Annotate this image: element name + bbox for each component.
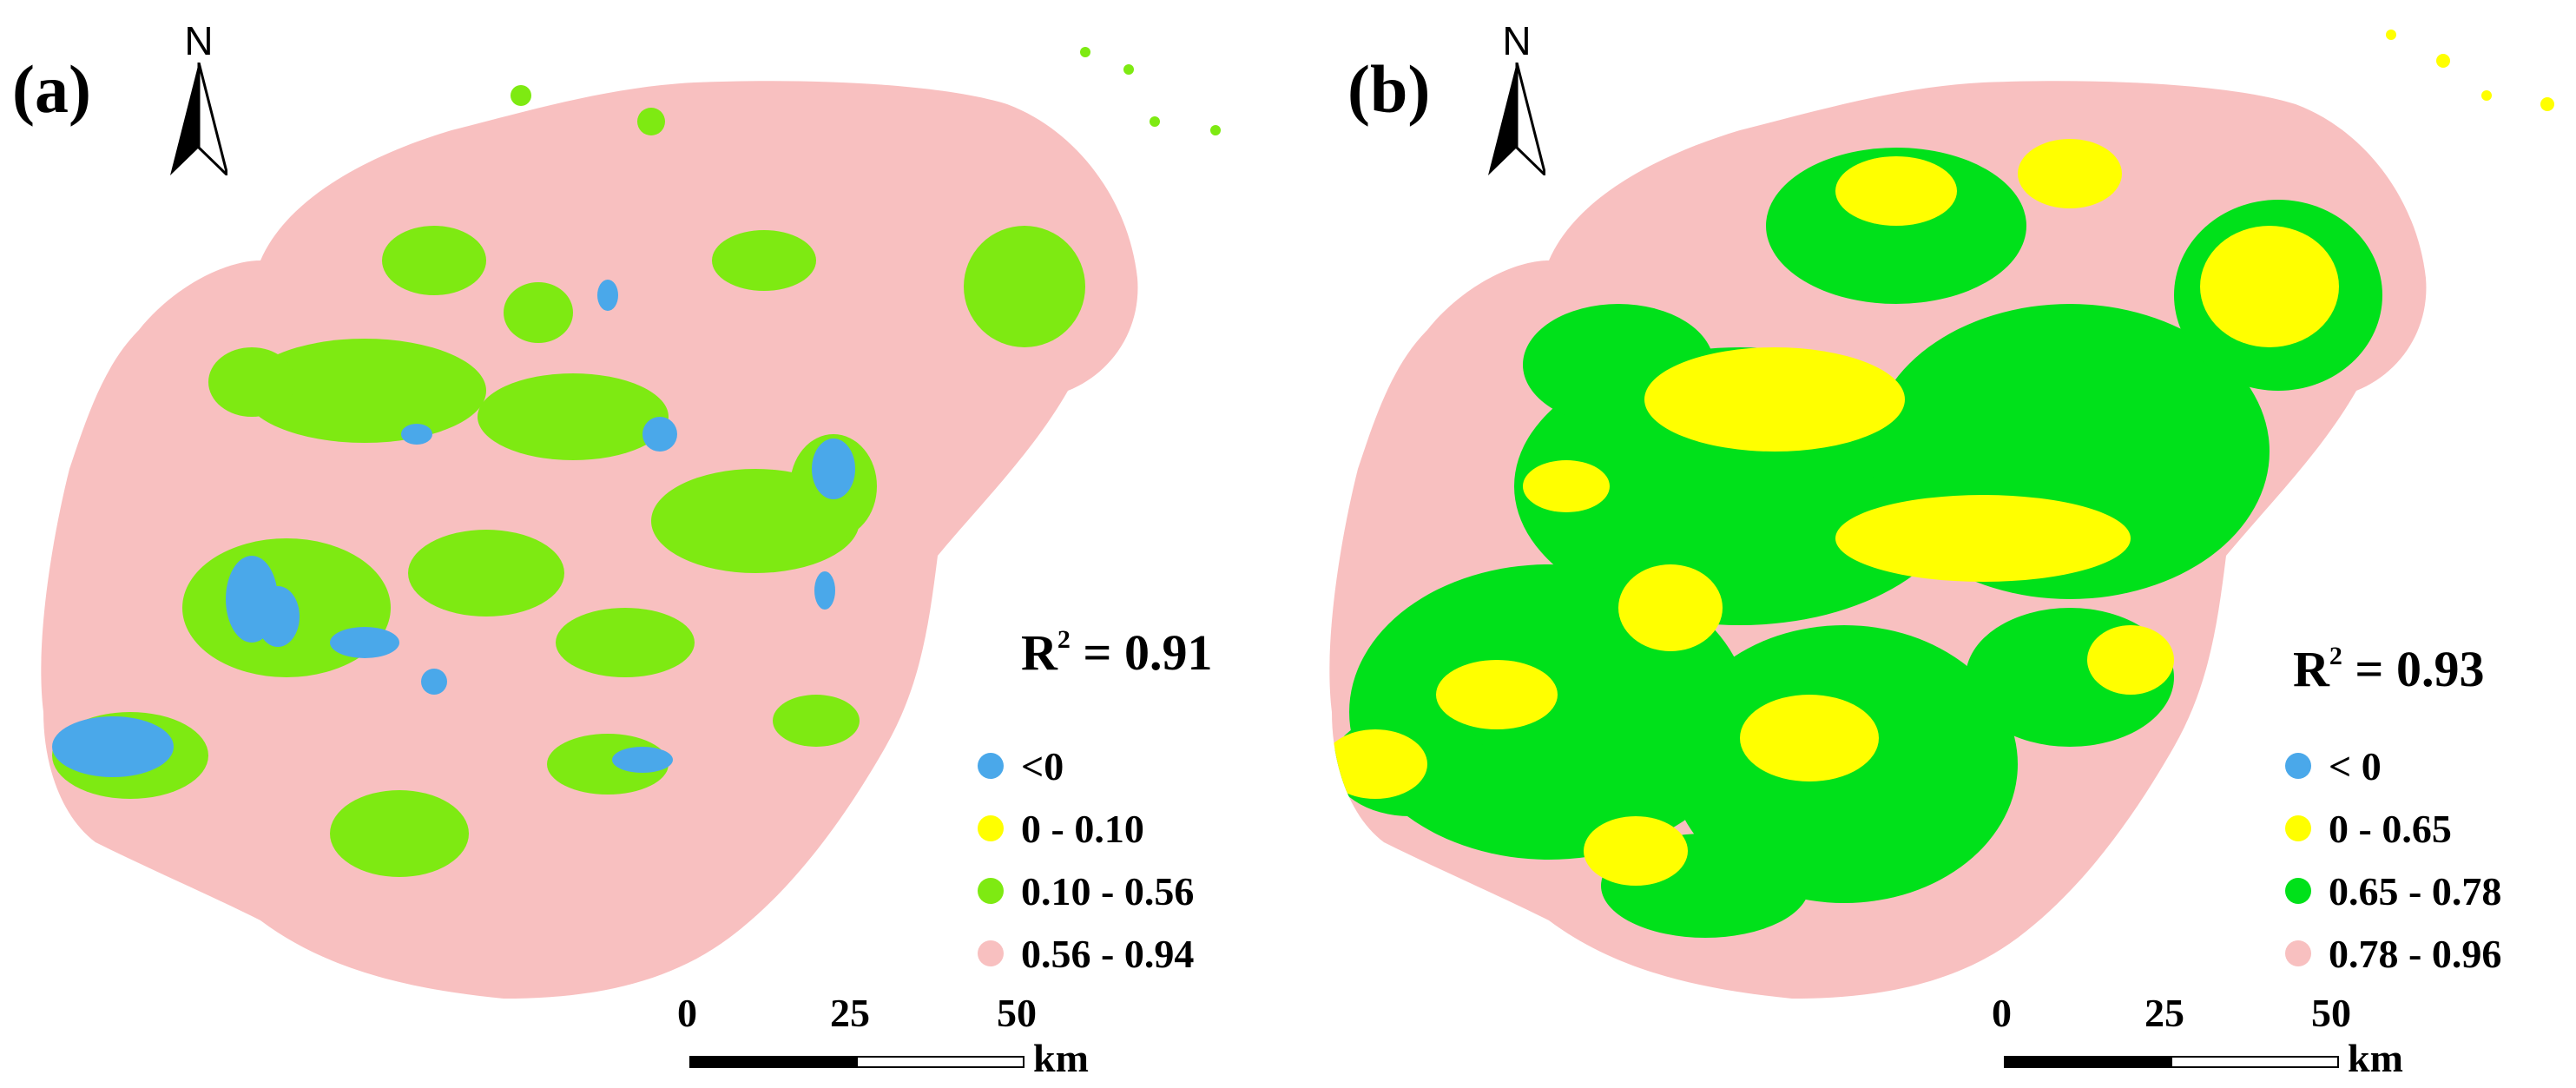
legend-item: <0 xyxy=(978,735,1194,797)
map-low-patches-b xyxy=(1329,139,2339,886)
legend-item: 0 - 0.65 xyxy=(2285,797,2501,860)
map-area-b xyxy=(1329,30,2554,999)
scale-bar: 0 25 50 km xyxy=(1992,990,2403,1085)
legend-label: 0.56 - 0.94 xyxy=(1021,931,1195,976)
legend-swatch xyxy=(2285,815,2311,841)
north-arrow: N xyxy=(160,17,238,182)
scale-segment-white xyxy=(2171,1056,2339,1068)
scale-tick-0: 0 xyxy=(677,991,697,1035)
map-mid-patches-a xyxy=(52,226,1085,877)
r-squared-symbol: R xyxy=(1021,624,1057,681)
legend-label: 0.65 - 0.78 xyxy=(2329,868,2502,913)
map-panel-a: (a) N R2 = 0.91 <0 0 - 0.10 0.10 - 0.56 … xyxy=(12,17,1221,1085)
legend-swatch xyxy=(978,815,1004,841)
scale-tick-25: 25 xyxy=(2144,991,2184,1035)
legend-label: <0 xyxy=(1021,743,1064,788)
legend-swatch xyxy=(2285,753,2311,779)
legend-label: 0.10 - 0.56 xyxy=(1021,868,1195,913)
legend-label: < 0 xyxy=(2329,743,2382,788)
scale-tick-50: 50 xyxy=(997,991,1037,1035)
legend-item: 0.65 - 0.78 xyxy=(2285,860,2501,922)
map-area-a xyxy=(41,47,1221,999)
legend: <0 0 - 0.10 0.10 - 0.56 0.56 - 0.94 xyxy=(978,735,1194,985)
north-arrow-icon xyxy=(1488,63,1545,175)
panel-label: (a) xyxy=(12,51,91,127)
scale-segment-white xyxy=(856,1056,1024,1068)
scale-tick-0: 0 xyxy=(1992,991,2012,1035)
scale-segment-black xyxy=(689,1056,858,1068)
r-squared-symbol: R xyxy=(2293,641,2329,697)
legend-item: 0.56 - 0.94 xyxy=(978,922,1194,985)
legend-swatch xyxy=(978,878,1004,904)
scale-tick-25: 25 xyxy=(830,991,870,1035)
legend-label: 0 - 0.65 xyxy=(2329,806,2452,851)
north-arrow-icon xyxy=(170,63,227,175)
scale-segment-black xyxy=(2004,1056,2172,1068)
r-squared-exponent: 2 xyxy=(1057,625,1071,654)
scale-unit: km xyxy=(2348,1036,2403,1080)
legend-swatch xyxy=(978,940,1004,966)
legend-item: 0 - 0.10 xyxy=(978,797,1194,860)
legend-label: 0 - 0.10 xyxy=(1021,806,1144,851)
scale-unit: km xyxy=(1033,1036,1089,1080)
r-squared-number: = 0.93 xyxy=(2355,641,2485,697)
legend-swatch xyxy=(978,753,1004,779)
map-low-patches-a xyxy=(52,280,855,777)
r-squared-value: R2 = 0.91 xyxy=(1021,623,1212,682)
north-arrow: N xyxy=(1478,17,1556,182)
map-outliers-a xyxy=(511,47,1221,135)
legend-label: 0.78 - 0.96 xyxy=(2329,931,2502,976)
r-squared-exponent: 2 xyxy=(2329,642,2342,670)
r-squared-value: R2 = 0.93 xyxy=(2293,640,2484,698)
legend-swatch xyxy=(2285,878,2311,904)
r-squared-number: = 0.91 xyxy=(1083,624,1213,681)
scale-bar: 0 25 50 km xyxy=(677,990,1089,1085)
legend: < 0 0 - 0.65 0.65 - 0.78 0.78 - 0.96 xyxy=(2285,735,2501,985)
panel-label: (b) xyxy=(1347,51,1431,127)
legend-item: 0.10 - 0.56 xyxy=(978,860,1194,922)
north-label: N xyxy=(1502,18,1532,63)
north-label: N xyxy=(184,18,214,63)
scale-tick-50: 50 xyxy=(2311,991,2351,1035)
map-outliers-b xyxy=(2386,30,2554,111)
legend-item: 0.78 - 0.96 xyxy=(2285,922,2501,985)
map-panel-b: (b) N R2 = 0.93 < 0 0 - 0.65 0.65 - 0.78… xyxy=(1288,0,2576,1088)
legend-item: < 0 xyxy=(2285,735,2501,797)
legend-swatch xyxy=(2285,940,2311,966)
